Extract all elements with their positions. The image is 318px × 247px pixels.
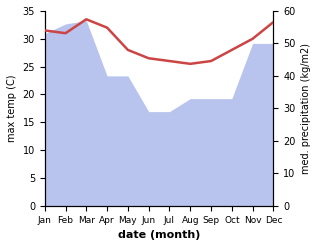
Y-axis label: max temp (C): max temp (C): [7, 75, 17, 142]
X-axis label: date (month): date (month): [118, 230, 200, 240]
Y-axis label: med. precipitation (kg/m2): med. precipitation (kg/m2): [301, 43, 311, 174]
